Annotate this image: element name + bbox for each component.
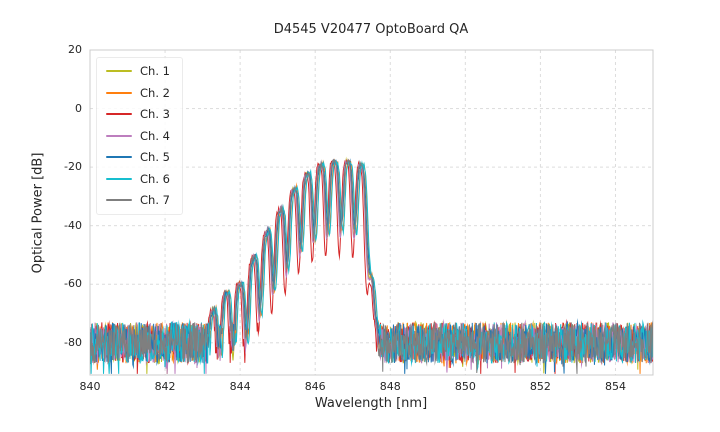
x-tick-label: 854 <box>604 380 626 393</box>
legend-label: Ch. 4 <box>140 128 170 143</box>
x-axis-label: Wavelength [nm] <box>314 396 428 411</box>
legend-line-swatch <box>106 91 132 94</box>
y-tick-label: -20 <box>64 160 82 174</box>
legend-entry: Ch. 2 <box>106 87 170 100</box>
legend-entry: Ch. 5 <box>106 151 170 164</box>
y-tick-label: 0 <box>75 101 82 115</box>
legend-line-swatch <box>106 113 132 116</box>
legend-entry: Ch. 7 <box>106 194 170 207</box>
legend-entry: Ch. 3 <box>106 108 170 121</box>
x-tick-label: 852 <box>529 380 551 393</box>
x-tick-label: 844 <box>229 380 251 393</box>
legend-label: Ch. 2 <box>140 85 170 100</box>
chart-title: D4545 V20477 OptoBoard QA <box>273 22 469 37</box>
x-tick-label: 846 <box>304 380 326 393</box>
legend-line-swatch <box>106 156 132 159</box>
legend-line-swatch <box>106 134 132 137</box>
y-tick-label: 20 <box>68 43 82 56</box>
legend-label: Ch. 7 <box>140 193 170 207</box>
legend-entry: Ch. 4 <box>106 130 170 143</box>
y-tick-label: -80 <box>64 335 82 349</box>
legend: Ch. 1 Ch. 2 Ch. 3 Ch. 4 Ch. 5 Ch. 6 Ch. 7 <box>96 57 183 215</box>
legend-entry: Ch. 1 <box>106 65 170 78</box>
x-tick-label: 848 <box>379 380 401 393</box>
legend-label: Ch. 6 <box>140 171 170 186</box>
legend-line-swatch <box>106 177 132 180</box>
legend-entry: Ch. 6 <box>106 173 170 186</box>
x-tick-label: 850 <box>454 380 476 393</box>
x-tick-label: 842 <box>154 380 176 393</box>
legend-line-swatch <box>106 70 132 73</box>
x-tick-label: 840 <box>79 380 101 393</box>
y-tick-label: -40 <box>64 218 82 232</box>
legend-line-swatch <box>106 199 132 202</box>
y-tick-label: -60 <box>64 277 82 291</box>
legend-label: Ch. 3 <box>140 107 170 121</box>
legend-label: Ch. 1 <box>140 64 170 78</box>
legend-label: Ch. 5 <box>140 150 170 164</box>
